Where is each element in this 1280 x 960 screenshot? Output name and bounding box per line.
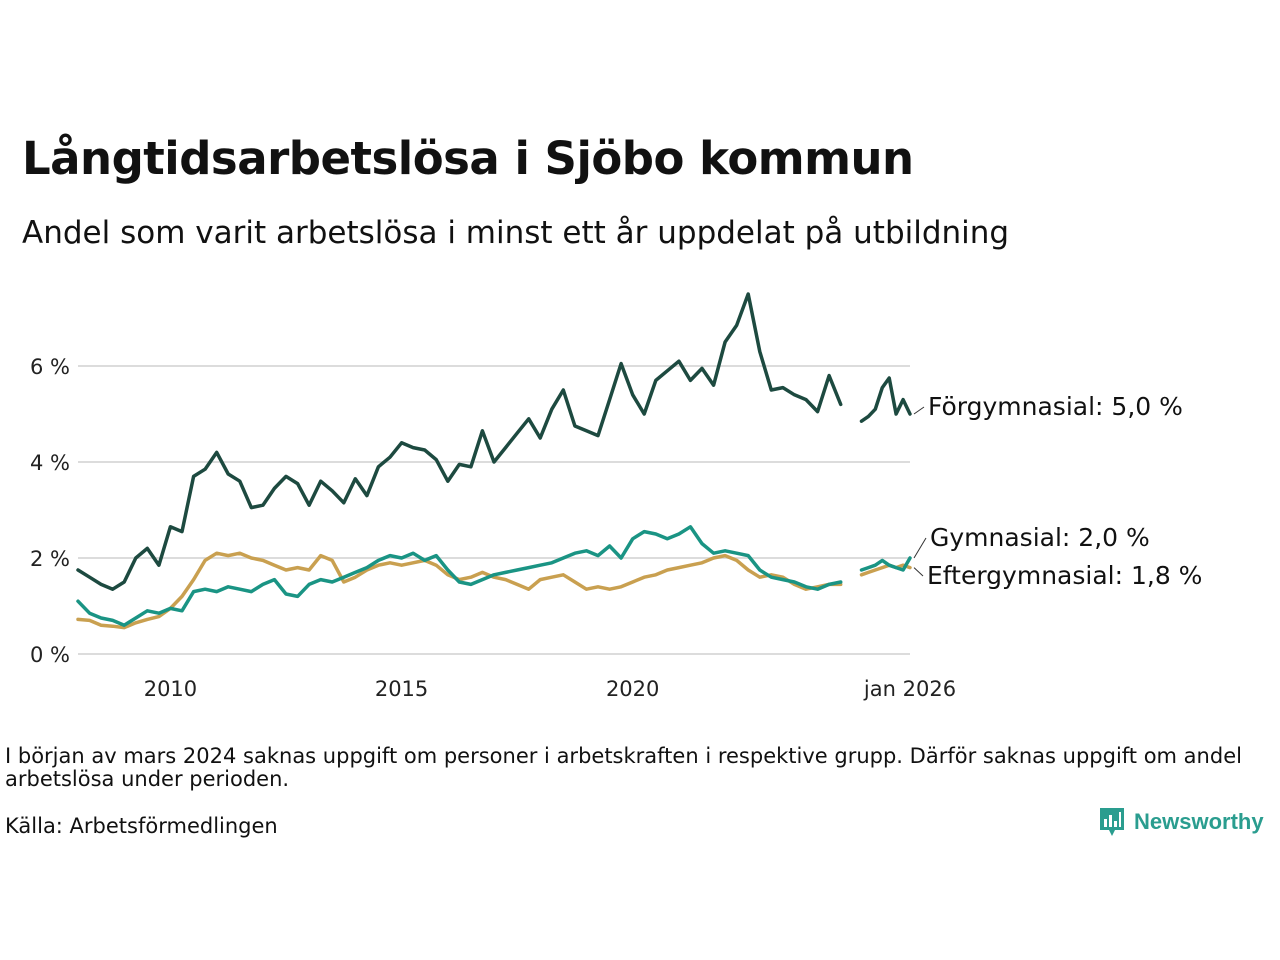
chart-note: I början av mars 2024 saknas uppgift om …	[5, 744, 1242, 791]
gridlines	[78, 365, 910, 655]
series-line-gymnasial	[76, 525, 843, 627]
chart-source: Källa: Arbetsförmedlingen	[5, 814, 278, 838]
series-lines	[76, 292, 912, 630]
x-tick-label: 2015	[375, 677, 428, 701]
leader-line	[913, 537, 927, 559]
newsworthy-logo-icon	[1100, 808, 1124, 836]
end-labels: Förgymnasial: 5,0 % Gymnasial: 2,0 % Efter…	[913, 392, 1202, 590]
chart-title: Långtidsarbetslösa i Sjöbo kommun	[22, 132, 914, 185]
y-tick-label: 6 %	[30, 355, 70, 379]
y-tick-label: 0 %	[30, 643, 70, 667]
x-tick-label: jan 2026	[863, 677, 956, 701]
newsworthy-logo-text: Newsworthy	[1134, 809, 1264, 834]
end-label-eftergymnasial: Eftergymnasial: 1,8 %	[927, 561, 1202, 590]
y-tick-label: 2 %	[30, 547, 70, 571]
leader-line	[913, 406, 925, 415]
line-chart: 0 % 2 % 4 % 6 % 2010 2015 2020 jan 2026 Förgym…	[30, 292, 1202, 701]
series-line-gymnasial	[859, 556, 912, 572]
x-axis-labels: 2010 2015 2020 jan 2026	[144, 677, 956, 701]
newsworthy-logo: Newsworthy	[1098, 806, 1264, 838]
x-tick-label: 2010	[144, 677, 197, 701]
chart-subtitle: Andel som varit arbetslösa i minst ett å…	[22, 215, 1010, 251]
x-tick-label: 2020	[606, 677, 659, 701]
y-axis-labels: 0 % 2 % 4 % 6 %	[30, 355, 70, 667]
series-line-eftergymnasial	[859, 563, 912, 577]
y-tick-label: 4 %	[30, 451, 70, 475]
series-line-förgymnasial	[76, 292, 843, 591]
leader-line	[913, 567, 924, 577]
end-label-förgymnasial: Förgymnasial: 5,0 %	[928, 392, 1183, 421]
end-label-gymnasial: Gymnasial: 2,0 %	[930, 523, 1150, 552]
series-line-förgymnasial	[859, 376, 912, 423]
